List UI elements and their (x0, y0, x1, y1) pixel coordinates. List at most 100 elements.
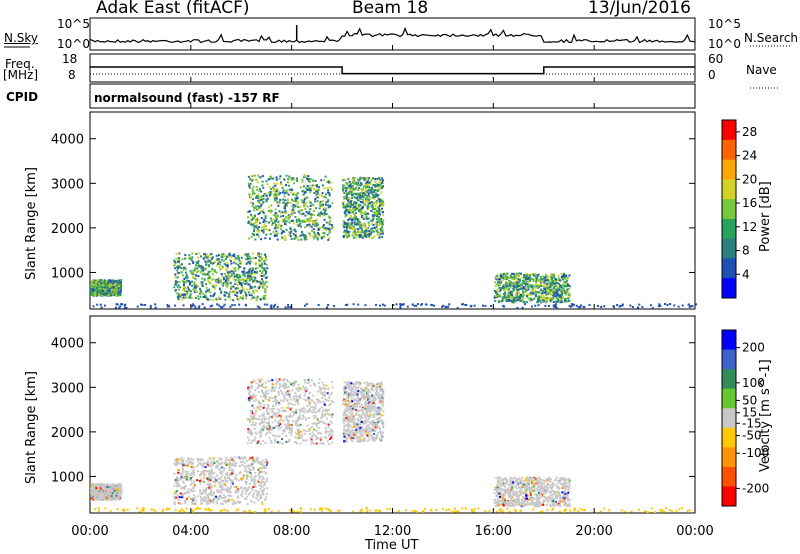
velocity-echo-cell (204, 473, 207, 476)
power-echo-cell (527, 276, 530, 279)
power-echo-cell (371, 215, 374, 218)
velocity-echo-cell (182, 486, 185, 489)
power-echo-cell (252, 291, 255, 294)
velocity-echo-cell (226, 476, 229, 479)
velocity-echo-cell (105, 488, 108, 491)
power-echo-cell (535, 280, 538, 283)
power-echo-cell (356, 220, 359, 223)
power-echo-cell (378, 208, 381, 211)
velocity-echo-cell (235, 485, 238, 488)
power-echo-cell (181, 293, 184, 296)
power-echo-cell (303, 198, 306, 201)
power-echo-cell (511, 278, 514, 281)
velocity-echo-cell (240, 477, 243, 480)
power-echo-cell (274, 195, 277, 198)
power-echo-cell (357, 230, 360, 233)
power-echo-cell (216, 259, 218, 261)
power-echo-cell (250, 272, 253, 275)
velocity-echo-cell (108, 484, 111, 487)
velocity-echo-cell (259, 495, 262, 498)
power-echo-cell (359, 204, 362, 207)
power-echo-cell (205, 286, 208, 289)
power-echo-cell (347, 205, 349, 208)
power-echo-cell (252, 174, 255, 177)
power-echo-cell (312, 223, 315, 226)
power-echo-cell (291, 198, 293, 201)
power-echo-cell (302, 220, 305, 223)
velocity-echo-cell (246, 488, 249, 491)
velocity-echo-cell (229, 478, 231, 481)
velocity-echo-cell (190, 479, 193, 482)
power-echo-cell (351, 194, 354, 197)
power-echo-cell (242, 270, 245, 273)
power-echo-cell (286, 181, 289, 184)
power-echo-cell (363, 222, 366, 225)
power-ground-scatter-cell (194, 306, 197, 309)
power-echo-cell (272, 218, 275, 221)
power-echo-cell (120, 289, 122, 292)
velocity-echo-cell (212, 492, 215, 495)
power-echo-cell (325, 201, 328, 204)
power-echo-cell (276, 182, 279, 185)
power-echo-cell (375, 194, 378, 197)
power-echo-cell (93, 281, 96, 284)
power-echo-cell (320, 211, 322, 214)
power-echo-cell (230, 287, 232, 290)
power-echo-cell (494, 299, 497, 302)
power-ground-scatter-cell (379, 304, 382, 307)
power-echo-cell (357, 228, 360, 231)
power-echo-cell (194, 274, 197, 277)
power-echo-cell (557, 300, 560, 303)
power-echo-cell (320, 212, 323, 215)
power-echo-cell (352, 208, 355, 211)
power-echo-cell (496, 288, 499, 291)
power-echo-cell (91, 285, 94, 288)
power-echo-cell (258, 285, 261, 288)
power-echo-cell (354, 228, 357, 231)
power-ground-scatter-cell (411, 303, 414, 306)
power-echo-cell (93, 293, 96, 296)
power-echo-cell (360, 201, 362, 203)
power-echo-cell (301, 190, 304, 193)
power-echo-cell (264, 228, 267, 231)
power-echo-cell (353, 196, 356, 199)
power-echo-cell (218, 277, 221, 280)
power-ground-scatter-cell (399, 305, 402, 308)
power-echo-cell (262, 209, 265, 212)
velocity-echo-cell (204, 466, 207, 469)
power-echo-cell (219, 261, 222, 264)
power-echo-cell (308, 177, 311, 180)
power-echo-cell (302, 176, 305, 179)
velocity-echo-cell (230, 462, 233, 465)
power-echo-cell (305, 187, 308, 190)
power-ytick-label: 1000 (51, 266, 84, 281)
power-echo-cell (291, 205, 294, 208)
velocity-echo-cell (225, 457, 228, 460)
power-echo-cell (247, 210, 250, 213)
velocity-echo-cell (202, 470, 205, 473)
power-echo-cell (515, 299, 518, 302)
power-echo-cell (283, 238, 286, 241)
power-echo-cell (367, 205, 370, 208)
power-echo-cell (556, 286, 559, 289)
power-echo-cell (230, 270, 233, 273)
velocity-echo-cell (266, 487, 269, 490)
velocity-echo-cell (213, 484, 216, 487)
power-echo-cell (508, 281, 511, 284)
power-echo-cell (506, 281, 509, 284)
power-echo-cell (251, 296, 254, 299)
velocity-echo-cell (90, 497, 93, 499)
power-echo-cell (520, 286, 523, 289)
power-echo-cell (116, 294, 119, 297)
velocity-echo-cell (211, 499, 214, 502)
power-echo-cell (240, 282, 243, 285)
velocity-echo-cell (253, 461, 256, 463)
velocity-echo-cell (245, 498, 248, 501)
power-echo-cell (381, 223, 384, 226)
power-echo-cell (319, 200, 322, 203)
power-echo-cell (119, 287, 122, 290)
power-echo-cell (537, 299, 540, 302)
power-echo-cell (558, 295, 561, 297)
power-echo-cell (327, 200, 330, 203)
power-echo-cell (251, 179, 254, 182)
